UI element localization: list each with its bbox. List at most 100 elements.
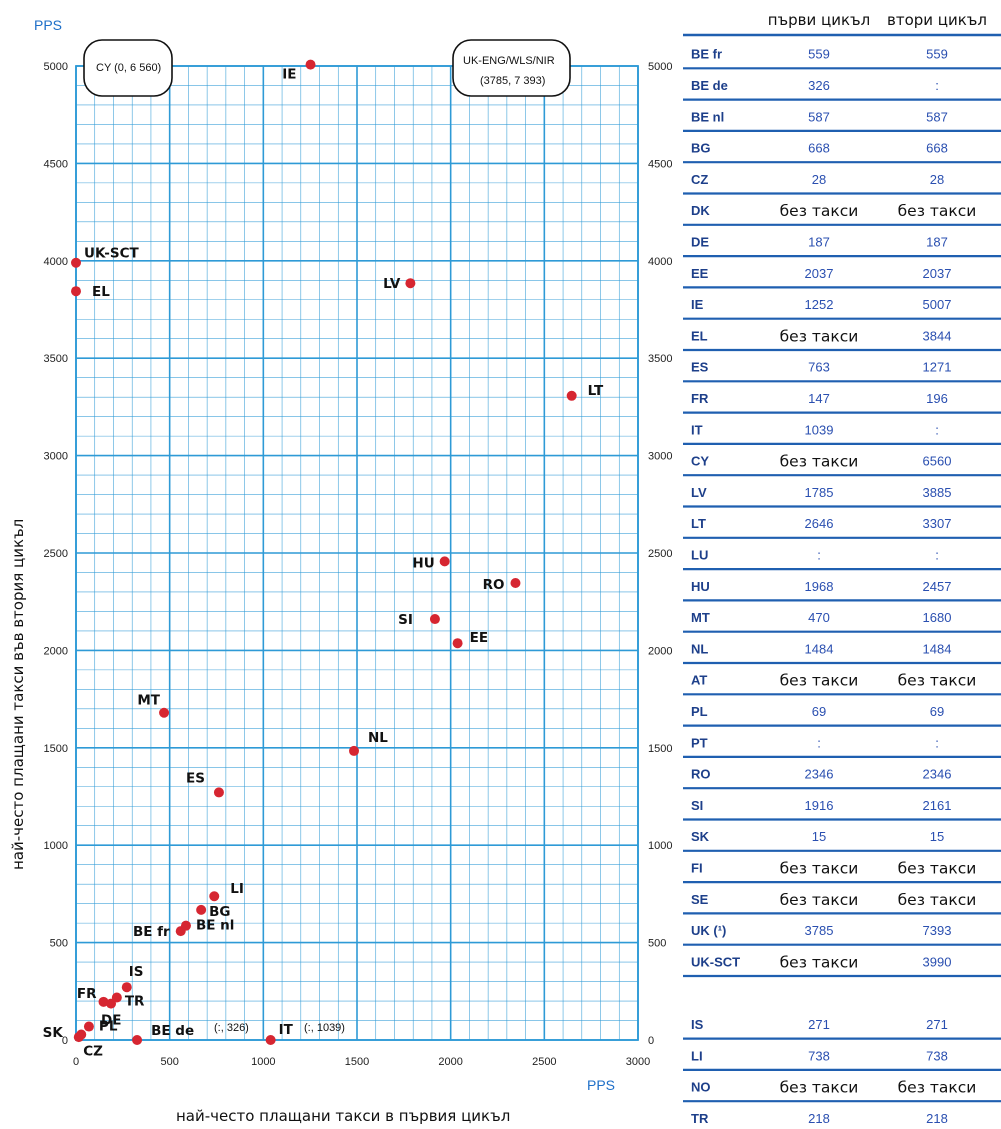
data-point <box>566 390 577 401</box>
data-point <box>305 59 316 70</box>
table-cell-first-cycle: 28 <box>812 172 826 187</box>
table-cell-first-cycle: 2037 <box>805 266 834 281</box>
be-de-note: (:, 326) <box>214 1022 249 1034</box>
point-label: IS <box>129 964 144 980</box>
data-point <box>196 904 207 915</box>
table-row-code: IE <box>691 297 704 312</box>
table-row-code: NL <box>691 641 708 656</box>
table-cell-second-cycle: : <box>935 78 939 93</box>
point-label: SI <box>398 612 413 628</box>
table-row-code: BE nl <box>691 109 724 124</box>
data-point <box>265 1035 276 1045</box>
table-cell-first-cycle: 1484 <box>805 641 834 656</box>
y-tick-label-right: 500 <box>648 938 666 950</box>
y-tick-label-right: 2500 <box>648 548 672 560</box>
table-row-code: IT <box>691 422 703 437</box>
table-row-code: SI <box>691 798 703 813</box>
table-row-code: LT <box>691 516 706 531</box>
data-point <box>71 286 81 297</box>
y-tick-label-left: 1000 <box>44 840 68 852</box>
table-cell-second-cycle: 15 <box>930 829 944 844</box>
table-cell-first-cycle: 326 <box>808 78 830 93</box>
table-cell-second-cycle: 2161 <box>923 798 952 813</box>
table-cell-second-cycle: 3844 <box>923 328 952 343</box>
x-axis-title: най-често плащани такси в първия цикъл <box>176 1107 510 1125</box>
x-tick-label: 500 <box>160 1056 178 1068</box>
y-tick-label-left: 4000 <box>44 256 68 268</box>
point-label: TR <box>125 994 145 1010</box>
table-header-col1: първи цикъл <box>768 11 871 29</box>
table-cell-second-cycle: 1484 <box>923 641 952 656</box>
table-cell-first-cycle: 738 <box>808 1048 830 1063</box>
plot-frame <box>75 65 639 1041</box>
y-tick-label-left: 500 <box>50 938 68 950</box>
table-cell-first-cycle: 763 <box>808 360 830 375</box>
point-label: NL <box>368 730 388 746</box>
data-point <box>159 707 170 718</box>
table-row-code: ES <box>691 360 709 375</box>
table-row-code: DE <box>691 234 709 249</box>
cy-callout-text: CY (0, 6 560) <box>96 62 161 74</box>
table-cell-second-cycle: 2346 <box>923 767 952 782</box>
table-row-code: AT <box>691 673 707 688</box>
table-cell-first-cycle: 147 <box>808 391 830 406</box>
table-row-code: PT <box>691 735 708 750</box>
chart-grid <box>75 65 639 1041</box>
y-axis-title: най-често плащани такси във втория цикъл <box>9 519 27 870</box>
table-row-code: DK <box>691 203 710 218</box>
table-cell-first-cycle: 218 <box>808 1111 830 1126</box>
table-row-code: SK <box>691 829 710 844</box>
table-row-code: LI <box>691 1048 703 1063</box>
table-cell-second-cycle: 668 <box>926 141 948 156</box>
x-tick-label: 2500 <box>532 1056 556 1068</box>
table-row-code: BE de <box>691 78 728 93</box>
point-label: SK <box>43 1025 64 1041</box>
data-point <box>209 891 220 902</box>
table-row-code: EE <box>691 266 709 281</box>
point-label: RO <box>483 577 505 593</box>
table-cell-first-cycle: 1039 <box>805 422 834 437</box>
table-cell-second-cycle: 1680 <box>923 610 952 625</box>
point-label: HU <box>412 555 434 571</box>
table-cell-first-cycle: 1968 <box>805 579 834 594</box>
table-row-code: BE fr <box>691 47 722 62</box>
point-label: BE nl <box>196 918 234 934</box>
table-cell-first-cycle: без такси <box>780 891 859 909</box>
data-point <box>405 278 416 289</box>
table-cell-second-cycle: 69 <box>930 704 944 719</box>
y-unit-label-top: PPS <box>34 17 62 33</box>
data-point <box>510 577 521 588</box>
table-cell-second-cycle: без такси <box>898 202 977 220</box>
point-label: BG <box>209 904 230 920</box>
table-cell-second-cycle: 7393 <box>923 923 952 938</box>
table-cell-second-cycle: 6560 <box>923 454 952 469</box>
x-tick-label: 3000 <box>626 1056 650 1068</box>
y-tick-label-left: 3500 <box>44 353 68 365</box>
it-note: (:, 1039) <box>304 1022 345 1034</box>
table-cell-first-cycle: 3785 <box>805 923 834 938</box>
table-cell-second-cycle: 2037 <box>923 266 952 281</box>
data-point <box>83 1021 94 1032</box>
table-cell-second-cycle: 196 <box>926 391 948 406</box>
table-cell-second-cycle: 738 <box>926 1048 948 1063</box>
point-label: PL <box>99 1019 118 1035</box>
table-row-code: PL <box>691 704 708 719</box>
table-cell-second-cycle: 559 <box>926 47 948 62</box>
point-label: FR <box>77 986 97 1002</box>
uk-callout-line1: UK-ENG/WLS/NIR <box>463 55 555 67</box>
table-row-code: TR <box>691 1111 709 1126</box>
x-unit-label: PPS <box>587 1077 615 1093</box>
table-cell-first-cycle: без такси <box>780 859 859 877</box>
y-tick-label-left: 5000 <box>44 61 68 73</box>
table-row-code: CY <box>691 454 709 469</box>
table-cell-second-cycle: 28 <box>930 172 944 187</box>
table-header-col2: втори цикъл <box>887 11 987 29</box>
table-row-code: BG <box>691 141 711 156</box>
table-row-code: HU <box>691 579 710 594</box>
y-tick-label-left: 1500 <box>44 743 68 755</box>
table-row-code: LV <box>691 485 707 500</box>
point-label: LT <box>588 383 604 399</box>
table-cell-first-cycle: 2346 <box>805 767 834 782</box>
